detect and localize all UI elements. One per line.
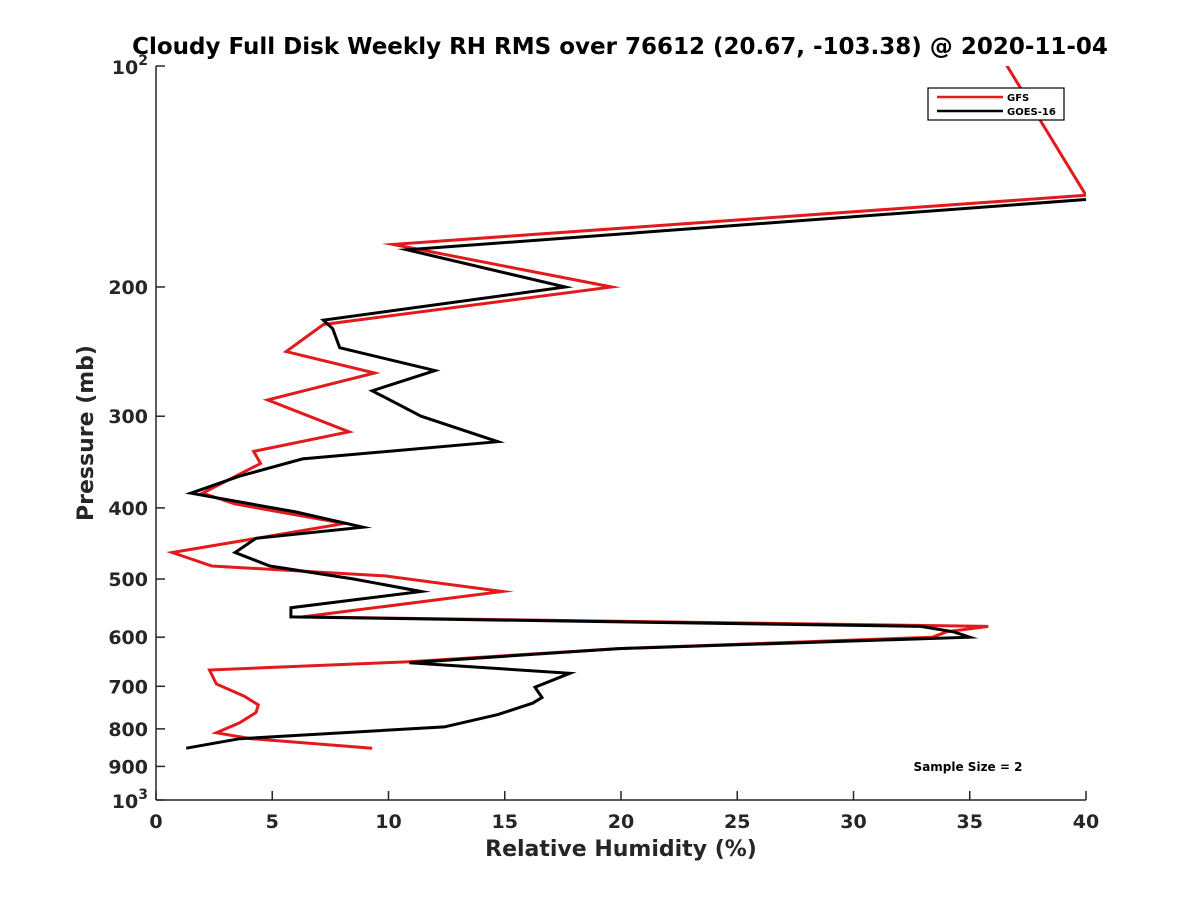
chart-title: Cloudy Full Disk Weekly RH RMS over 7661… <box>132 34 1108 60</box>
sample-size-annotation: Sample Size = 2 <box>914 760 1023 774</box>
series-line-goes16 <box>185 198 1086 750</box>
x-axis-title: Relative Humidity (%) <box>485 837 757 862</box>
y-tick-label: 400 <box>108 498 148 520</box>
y-decade-tick-label: 103 <box>112 787 148 813</box>
y-tick-label: 700 <box>108 676 148 698</box>
x-tick-label: 30 <box>840 811 866 833</box>
legend-box <box>927 87 1065 121</box>
series-layer <box>166 66 1086 750</box>
legend-label-gfs: GFS <box>1007 93 1029 104</box>
x-tick-label: 20 <box>608 811 634 833</box>
x-tick-label: 40 <box>1073 811 1099 833</box>
x-ticks: 0 5 10 15 20 25 30 35 40 <box>149 791 1099 833</box>
y-decade-tick-label: 102 <box>112 53 148 79</box>
x-tick-label: 10 <box>375 811 401 833</box>
series-line-gfs <box>166 66 1086 750</box>
y-tick-label: 800 <box>108 719 148 741</box>
x-tick-label: 5 <box>266 811 279 833</box>
x-tick-label: 25 <box>724 811 750 833</box>
y-tick-label: 600 <box>108 627 148 649</box>
legend-label-goes16: GOES-16 <box>1007 107 1056 118</box>
legend: GFS GOES-16 <box>927 87 1065 121</box>
y-tick-label: 900 <box>108 756 148 778</box>
y-axis-title: Pressure (mb) <box>74 345 99 521</box>
x-tick-label: 15 <box>492 811 518 833</box>
y-tick-label: 500 <box>108 569 148 591</box>
x-tick-label: 35 <box>957 811 983 833</box>
y-tick-label: 200 <box>108 277 148 299</box>
x-tick-label: 0 <box>149 811 162 833</box>
y-tick-label: 300 <box>108 406 148 428</box>
y-ticks: 200 300 400 500 600 700 800 900 102 103 <box>108 53 165 813</box>
